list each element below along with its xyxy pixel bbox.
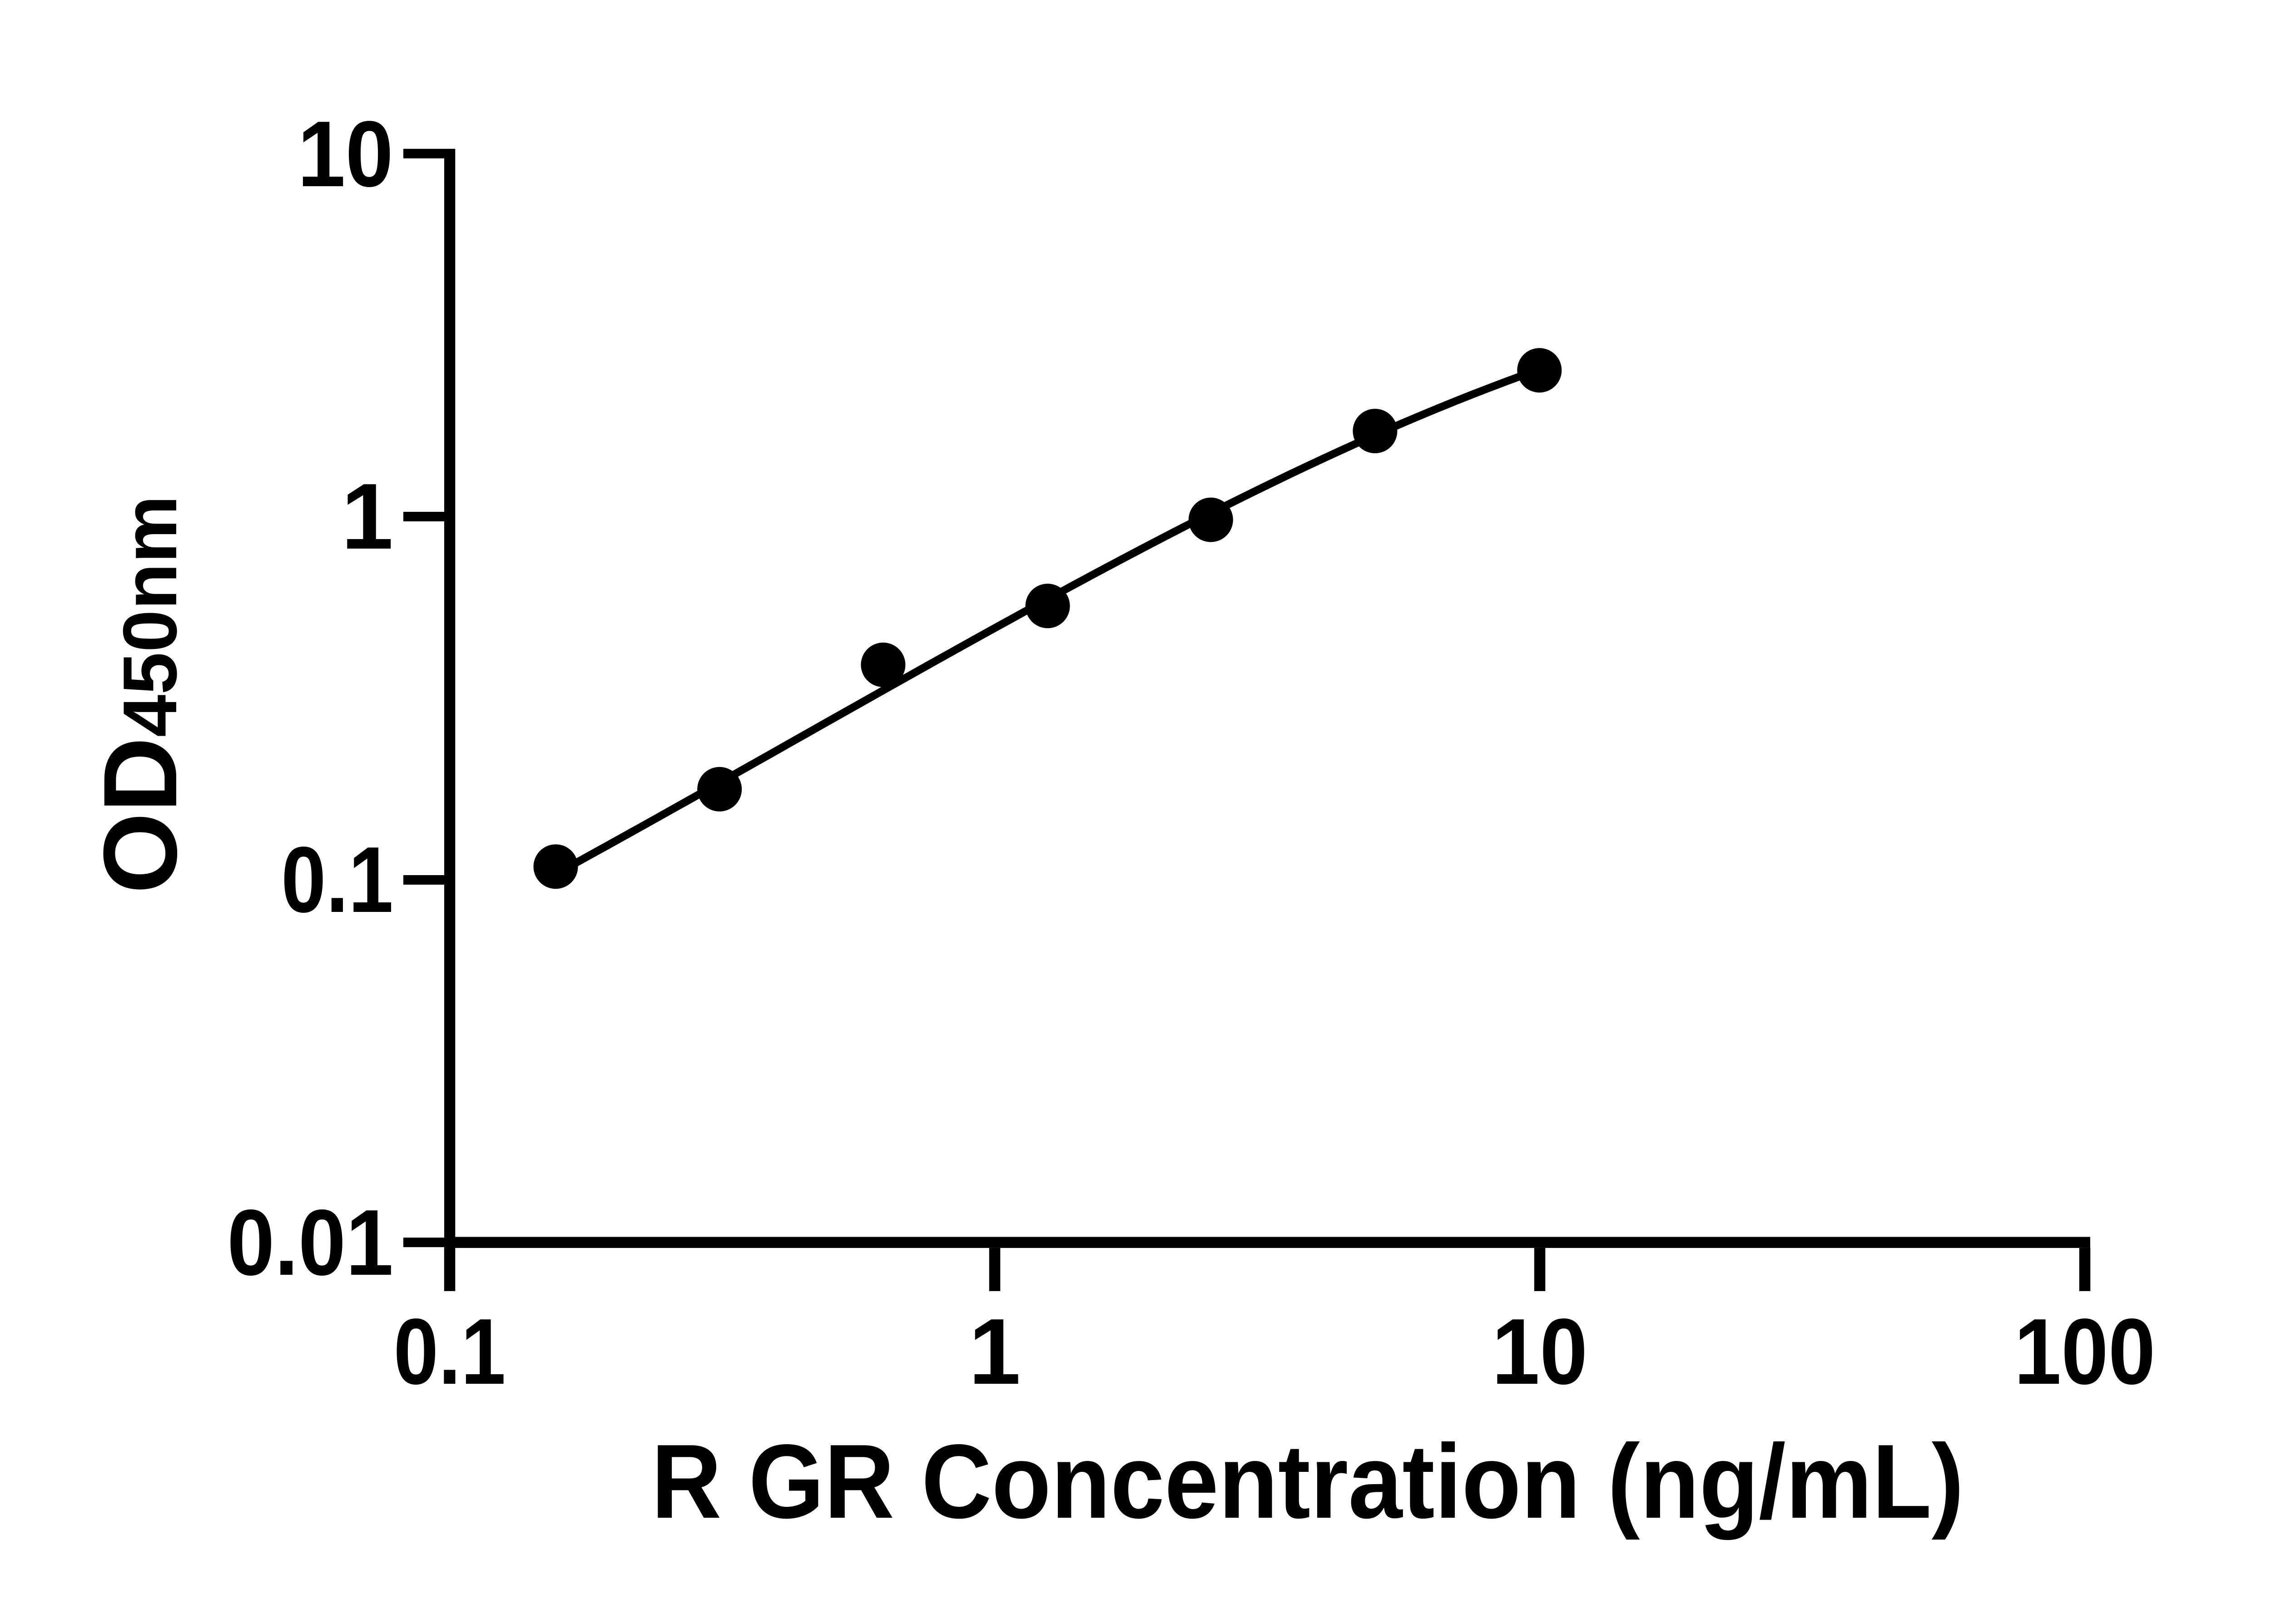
svg-text:0.1: 0.1 xyxy=(394,1299,506,1404)
svg-text:10: 10 xyxy=(1492,1299,1588,1404)
svg-text:OD450nm: OD450nm xyxy=(82,495,198,894)
svg-text:0.1: 0.1 xyxy=(281,827,393,932)
svg-text:0.01: 0.01 xyxy=(227,1190,393,1295)
svg-text:R GR Concentration (ng/mL): R GR Concentration (ng/mL) xyxy=(651,1423,1964,1540)
svg-text:10: 10 xyxy=(298,102,393,206)
svg-text:100: 100 xyxy=(2014,1299,2156,1404)
svg-text:1: 1 xyxy=(969,1299,1021,1404)
svg-text:1: 1 xyxy=(341,464,393,569)
